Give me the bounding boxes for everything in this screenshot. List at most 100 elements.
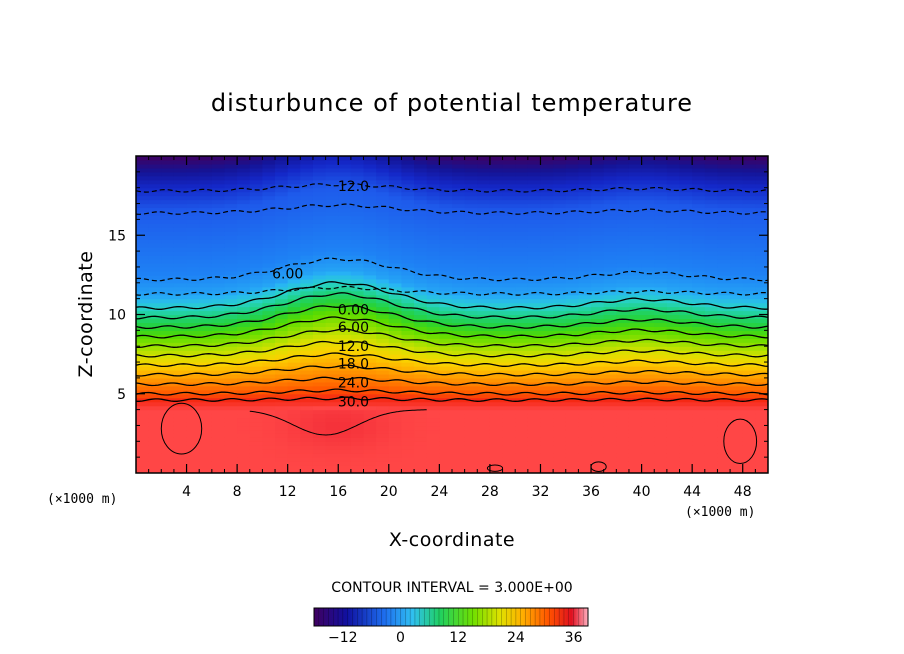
- field-cell: [249, 405, 263, 411]
- field-cell: [148, 413, 162, 419]
- field-cell: [388, 282, 403, 288]
- field-cell: [161, 429, 175, 434]
- field-cell: [148, 425, 162, 431]
- field-cell: [502, 235, 516, 240]
- field-cell: [628, 373, 643, 379]
- field-cell: [388, 318, 403, 324]
- field-cell: [350, 266, 365, 272]
- field-cell: [426, 417, 440, 423]
- field-cell: [641, 290, 655, 296]
- field-cell: [338, 373, 352, 379]
- field-cell: [186, 167, 200, 173]
- field-cell: [591, 453, 605, 458]
- field-cell: [591, 421, 605, 427]
- field-cell: [249, 457, 263, 462]
- field-cell: [591, 270, 605, 276]
- field-cell: [401, 437, 415, 442]
- field-cell: [515, 385, 529, 391]
- field-cell: [350, 393, 365, 399]
- field-cell: [388, 369, 403, 375]
- field-cell: [565, 453, 579, 458]
- field-cell: [237, 274, 251, 280]
- field-cell: [287, 358, 301, 363]
- field-cell: [275, 274, 289, 280]
- field-cell: [628, 163, 643, 169]
- field-cell: [161, 262, 175, 268]
- field-cell: [628, 342, 643, 347]
- field-cell: [692, 251, 706, 256]
- field-cell: [502, 457, 516, 462]
- field-cell: [730, 294, 744, 300]
- field-cell: [426, 231, 440, 236]
- field-cell: [401, 274, 415, 280]
- field-cell: [704, 259, 719, 264]
- field-cell: [565, 191, 579, 197]
- field-cell: [312, 163, 327, 169]
- field-cell: [199, 179, 213, 185]
- field-cell: [527, 362, 542, 367]
- field-cell: [742, 338, 756, 343]
- field-cell: [717, 227, 731, 232]
- field-cell: [654, 326, 668, 331]
- field-cell: [641, 247, 655, 252]
- field-cell: [641, 373, 655, 379]
- field-cell: [654, 437, 668, 442]
- field-cell: [161, 417, 175, 423]
- field-cell: [439, 290, 453, 296]
- field-cell: [666, 437, 681, 442]
- field-cell: [401, 219, 415, 224]
- field-cell: [489, 302, 504, 308]
- field-cell: [414, 437, 428, 442]
- field-cell: [654, 259, 668, 264]
- field-cell: [515, 405, 529, 411]
- field-cell: [173, 350, 188, 355]
- field-cell: [742, 159, 756, 165]
- field-cell: [426, 354, 440, 359]
- field-cell: [553, 354, 567, 359]
- field-cell: [300, 457, 314, 462]
- field-cell: [616, 425, 630, 431]
- field-cell: [654, 187, 668, 193]
- field-cell: [224, 409, 238, 415]
- field-cell: [730, 223, 744, 228]
- field-cell: [742, 449, 756, 454]
- field-cell: [211, 465, 226, 470]
- field-cell: [730, 449, 744, 454]
- field-cell: [489, 389, 504, 395]
- field-cell: [325, 167, 339, 173]
- field-cell: [654, 393, 668, 399]
- field-cell: [376, 251, 390, 256]
- field-cell: [401, 314, 415, 320]
- field-cell: [591, 334, 605, 339]
- field-cell: [666, 207, 681, 213]
- field-cell: [388, 167, 403, 173]
- field-cell: [401, 457, 415, 462]
- field-cell: [692, 461, 706, 466]
- field-cell: [363, 235, 377, 240]
- field-cell: [300, 211, 314, 217]
- field-cell: [186, 314, 200, 320]
- field-cell: [654, 366, 668, 371]
- field-cell: [186, 203, 200, 209]
- field-cell: [641, 179, 655, 185]
- field-cell: [136, 465, 150, 470]
- field-cell: [489, 405, 504, 411]
- field-cell: [376, 314, 390, 320]
- field-cell: [730, 239, 744, 244]
- field-cell: [679, 346, 693, 351]
- field-cell: [692, 373, 706, 379]
- field-cell: [287, 219, 301, 224]
- field-cell: [173, 302, 188, 308]
- field-cell: [464, 330, 478, 335]
- field-cell: [300, 385, 314, 391]
- field-cell: [338, 247, 352, 252]
- field-cell: [401, 385, 415, 391]
- field-cell: [591, 330, 605, 335]
- field-cell: [401, 362, 415, 367]
- field-cell: [161, 183, 175, 189]
- field-cell: [173, 262, 188, 268]
- field-cell: [755, 195, 768, 201]
- field-cell: [666, 167, 681, 173]
- field-cell: [338, 401, 352, 407]
- field-cell: [136, 163, 150, 169]
